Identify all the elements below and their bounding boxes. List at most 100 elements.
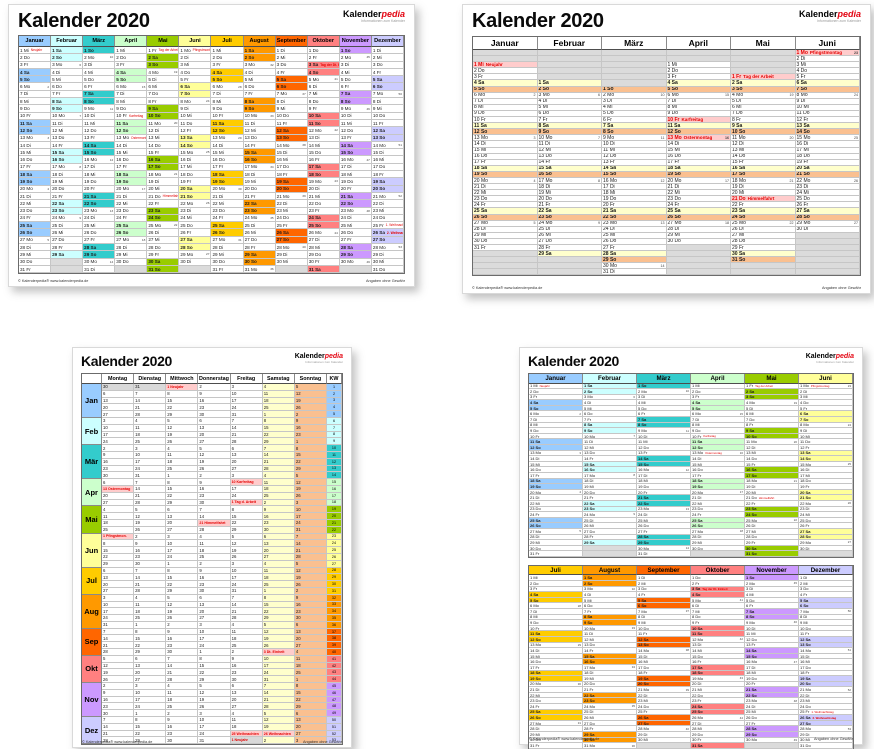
day-cell: 9 [102, 451, 135, 459]
day-cell: 19 [294, 485, 327, 493]
empty-day-cell [666, 269, 731, 276]
day-number: 26 So [530, 523, 541, 529]
day-cell: 12 [134, 513, 167, 520]
day-cell: 18 Di [583, 478, 637, 485]
day-number: 17 Sa [308, 164, 321, 170]
day-number: 18 Sa [530, 670, 541, 676]
calendar-preview-months-columns[interactable]: Kalender 2020 Kalenderpedia Informatione… [8, 4, 415, 287]
day-number: 12 So [212, 127, 225, 133]
day-cell: 25 Sa [115, 222, 148, 230]
day-number: 13 Mi [746, 450, 756, 456]
day-cell: 7 [134, 567, 167, 575]
day-cell: 14 [198, 513, 231, 520]
day-number: 2 Sa [148, 54, 158, 60]
day-number: 17 Do [372, 164, 386, 170]
day-cell: 5 Sa [275, 76, 308, 84]
week-number: 15 [739, 411, 743, 416]
day-cell: 22 So [745, 692, 799, 699]
day-cell: 24 Sa [691, 704, 745, 710]
day-number: 23 So [52, 208, 65, 214]
day-number: 7 Sa [84, 91, 94, 97]
day-number: 19 Mi [584, 676, 594, 681]
day-cell: 16 Sa [745, 467, 799, 473]
day-number: 12 Do [603, 153, 617, 160]
day-number: 18 Mi [603, 190, 616, 196]
day-number: 19 Mo [692, 676, 704, 681]
day-cell: 8 Sa [537, 123, 602, 130]
week-number: 30 [577, 681, 581, 686]
day-cell: 27 Mo 18 [666, 220, 731, 227]
day-number: 29 Mo [800, 540, 812, 545]
day-cell: 18 [294, 662, 327, 670]
week-number: 34 [631, 665, 635, 670]
day-number: 15 Mo [796, 135, 811, 141]
day-cell: 25 So [307, 222, 340, 230]
day-cell: 7 Di [115, 90, 148, 99]
day-cell: 2 Mo 10 [602, 92, 667, 99]
day-number: 18 Sa [530, 478, 541, 484]
day-cell: 12 Do [745, 636, 799, 643]
day-number: 20 Mo [692, 489, 704, 495]
day-cell: 7 So [795, 86, 860, 93]
day-cell: 22 Di [637, 692, 691, 699]
calendar-preview-half-year-aligned[interactable]: Kalender 2020 Kalenderpedia Informatione… [462, 4, 871, 294]
day-cell: 27 [230, 465, 263, 473]
day-cell: 22 Sa [51, 200, 84, 208]
day-number: 12 So [530, 636, 541, 642]
day-number: 16 Mo [340, 157, 354, 163]
day-number: 18 Mo [732, 177, 746, 184]
day-cell: 22 So [637, 500, 691, 507]
day-number: 25 Sa [212, 222, 225, 228]
day-cell: 17 So [731, 171, 796, 178]
day-cell: 2 Do [529, 389, 583, 395]
day-number: 11 So [308, 120, 321, 126]
day-cell: 30 Mo 14 [83, 258, 116, 266]
day-number: 22 Mi [530, 500, 540, 506]
day-cell: 26 So [529, 715, 583, 721]
day-cell: 9 So [243, 105, 276, 113]
holiday-name: 1. Weihnachtstag [385, 223, 404, 228]
logo-subtitle: Informationen zum Kalender [817, 19, 861, 23]
day-number: 13 Do [52, 135, 65, 141]
calendar-preview-two-blocks[interactable]: Kalender 2020 Kalenderpedia Informatione… [519, 347, 863, 749]
day-cell: 14 Fr [583, 456, 637, 462]
day-cell: 9 Mo 46 [745, 620, 799, 626]
empty-day-cell [537, 269, 602, 276]
day-number: 28 Sa [603, 251, 617, 257]
day-cell: 5 Do [637, 405, 691, 412]
day-number: 5 So [692, 405, 701, 411]
day-number: 1 Sa [244, 47, 255, 53]
day-cell: 2 [102, 445, 135, 452]
day-number: 16 Di [180, 157, 192, 163]
day-cell: 1 Mi [529, 575, 583, 581]
month-label: Feb [82, 417, 102, 446]
day-number: 6 Fr [84, 84, 93, 90]
day-number: 31 Di [603, 269, 615, 275]
day-number: 19 Sa [800, 676, 811, 681]
day-cell: 10 Mo 33 [583, 625, 637, 632]
holiday-name: Tag der Dt. Einheit [320, 62, 339, 67]
day-number: 25 Sa [20, 222, 33, 228]
day-cell: 24 [230, 581, 263, 588]
day-number: 23 Mi [800, 698, 810, 704]
calendar-preview-weekday-columns[interactable]: Kalender 2020 Kalenderpedia Informatione… [72, 347, 352, 748]
day-cell: 24 Mo 9 [583, 512, 637, 518]
day-cell: 20 [262, 547, 295, 554]
day-number: 3 Mo [538, 92, 550, 99]
day-cell: 26 Do [637, 523, 691, 529]
week-number: 37 [302, 91, 306, 96]
day-cell: 6 Mi [731, 104, 796, 111]
day-cell: 29 Mi [691, 540, 745, 546]
day-cell: 7 Di [473, 98, 538, 105]
day-number: 12 Mi [584, 445, 594, 450]
day-cell: 15 Mi [529, 653, 583, 660]
day-cell: 27 Sa [799, 528, 853, 535]
day-cell: 28 Di [666, 226, 731, 233]
day-cell: 9 [262, 506, 295, 514]
day-cell: 17 Fr [115, 163, 148, 172]
day-number: 13 Fr [746, 642, 756, 648]
day-cell: 31 Sa [307, 265, 340, 274]
day-cell: 26 [262, 642, 295, 650]
day-number: 4 Sa [20, 69, 30, 75]
